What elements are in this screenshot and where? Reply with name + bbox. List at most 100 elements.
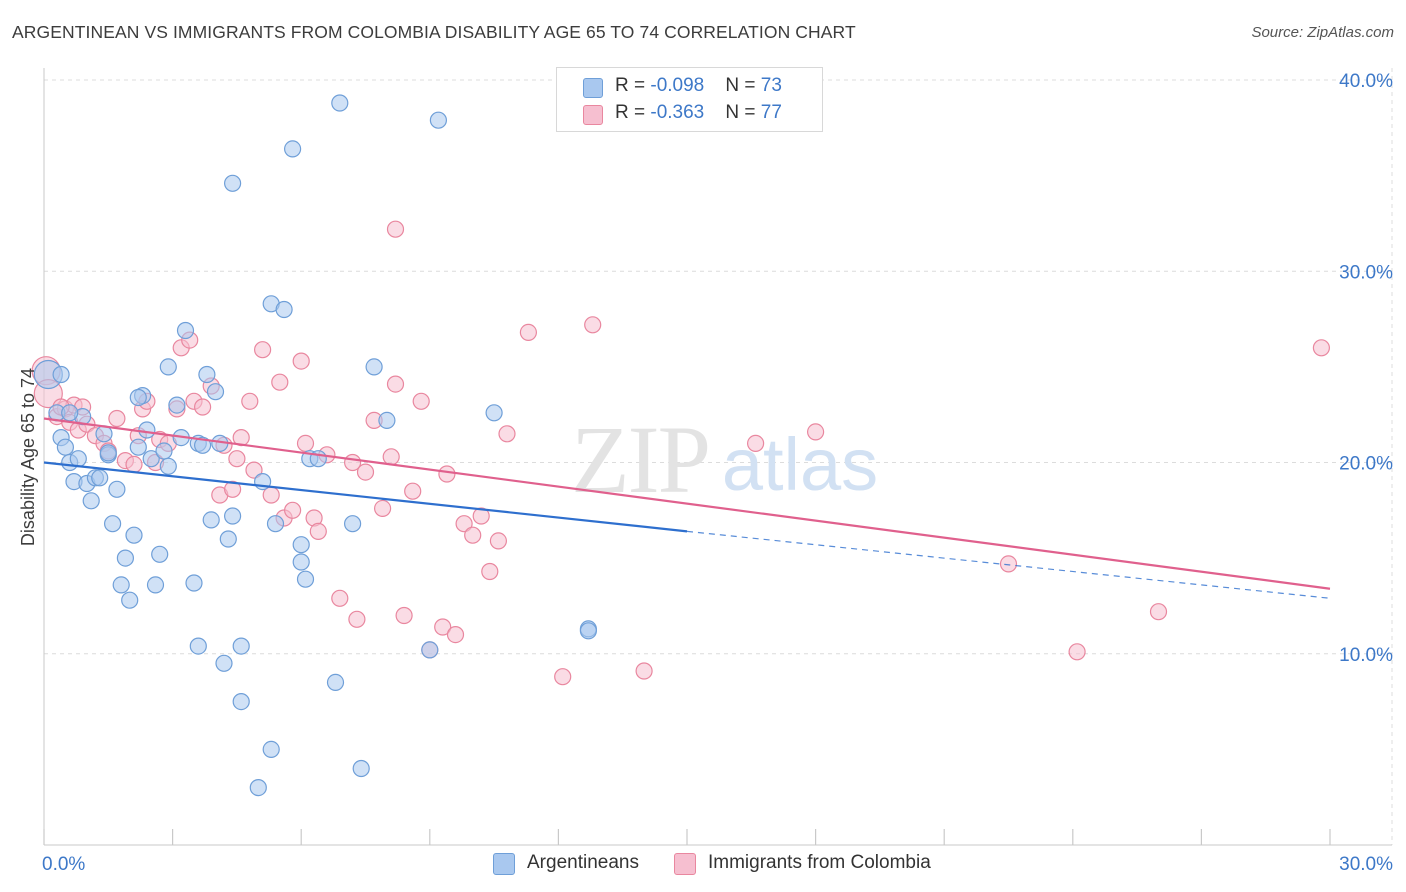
argentinean-point	[326, 673, 345, 692]
colombia-point	[309, 522, 327, 541]
argentinean-point	[365, 358, 383, 376]
legend-r-label: R =	[615, 102, 651, 123]
watermark-zip: ZIP	[571, 406, 709, 513]
argentinean-point	[155, 442, 173, 460]
colombia-point	[395, 606, 413, 625]
legend-n-value: 77	[760, 102, 782, 123]
argentinean-point	[61, 404, 79, 422]
colombia-point	[434, 618, 452, 636]
argentinean-point	[202, 511, 220, 529]
y-axis-label: Disability Age 65 to 74	[18, 368, 38, 546]
argentinean-point	[138, 421, 156, 439]
source-label: Source: ZipAtlas.com	[1251, 24, 1394, 41]
colombia-point	[1149, 603, 1168, 621]
argentinean-point	[129, 438, 147, 456]
argentinean-point	[296, 570, 315, 588]
argentinean-point	[103, 515, 122, 533]
series-argentineans	[33, 94, 598, 797]
argentinean-point	[185, 574, 203, 592]
x-tick-label: 30.0%	[1339, 854, 1393, 875]
colombia-point	[999, 555, 1018, 573]
correlation-legend: R = -0.098 N = 73 R = -0.363 N = 77	[556, 67, 823, 132]
colombia-point	[228, 450, 246, 468]
colombia-point	[348, 610, 366, 628]
colombia-point	[108, 409, 126, 428]
bottom-legend-label: Argentineans	[527, 852, 639, 873]
argentinean-point	[125, 526, 143, 544]
argentinean-point	[215, 654, 233, 672]
colombia-point	[382, 448, 400, 466]
colombia-point	[245, 461, 263, 479]
argentinean-point	[189, 637, 207, 655]
colombia-point	[438, 465, 456, 483]
colombia-point	[194, 398, 212, 416]
bottom-legend-label: Immigrants from Colombia	[708, 852, 931, 873]
colombia-point	[1068, 643, 1086, 661]
x-tick-label: 0.0%	[42, 854, 85, 875]
tick-labels: 10.0% 20.0% 30.0% 40.0% 0.0% 30.0%	[42, 71, 1393, 875]
argentinean-point	[579, 622, 598, 640]
colombia-point	[446, 625, 465, 644]
legend-n-label: N =	[725, 102, 761, 123]
argentinean-point	[224, 507, 242, 525]
colombia-point	[292, 352, 310, 370]
colombia-point	[386, 375, 405, 393]
colombia-point	[746, 434, 765, 452]
argentinean-point	[82, 492, 100, 510]
argentinean-point	[224, 174, 242, 192]
colombia-point	[1312, 339, 1331, 357]
colombia-point	[519, 323, 538, 341]
argentinean-point	[206, 383, 225, 401]
y-tick-label: 30.0%	[1339, 262, 1393, 283]
colombia-point	[554, 668, 572, 686]
colombia-point	[635, 662, 653, 680]
argentinean-point	[99, 444, 117, 462]
argentinean-point	[146, 576, 165, 594]
argentinean-point	[91, 469, 109, 487]
argentinean-point	[121, 591, 139, 609]
colombia-point	[412, 392, 430, 410]
colombia-point	[498, 425, 516, 443]
argentinean-point	[266, 515, 285, 533]
colombia-point	[224, 480, 242, 498]
colombia-point	[374, 499, 392, 517]
colombia-point	[472, 507, 490, 525]
colombia-point	[271, 373, 289, 391]
argentinean-point	[331, 94, 349, 112]
colombia-point	[806, 423, 825, 441]
axes-layer	[43, 68, 1392, 846]
argentinean-point	[485, 404, 503, 422]
trend-line-argentineans-extension	[686, 530, 1331, 599]
watermark: ZIP atlas	[571, 406, 878, 513]
legend-swatch-blue	[583, 78, 603, 98]
bottom-legend-swatch-pink	[674, 853, 696, 875]
argentinean-point	[275, 300, 293, 319]
grid-layer	[44, 68, 1393, 845]
colombia-point	[489, 532, 507, 550]
argentinean-point	[344, 515, 362, 533]
y-tick-label: 40.0%	[1339, 71, 1393, 92]
colombia-point	[464, 526, 482, 544]
argentinean-point	[142, 450, 160, 468]
argentinean-point	[194, 436, 212, 454]
colombia-point	[254, 341, 272, 359]
argentinean-point	[56, 438, 75, 456]
argentinean-point	[249, 778, 267, 797]
colombia-point	[331, 589, 349, 607]
argentinean-point	[292, 553, 310, 571]
argentinean-point	[292, 536, 310, 554]
y-tick-label: 20.0%	[1339, 454, 1393, 475]
argentinean-point	[378, 411, 396, 429]
argentinean-point	[176, 321, 195, 340]
argentinean-point	[198, 365, 216, 384]
argentinean-point	[112, 576, 130, 594]
argentinean-point	[262, 740, 280, 759]
argentinean-point	[429, 111, 447, 129]
argentinean-point	[168, 396, 186, 414]
colombia-point	[584, 316, 602, 334]
chart-title: ARGENTINEAN VS IMMIGRANTS FROM COLOMBIA …	[12, 22, 856, 42]
colombia-point	[386, 220, 405, 238]
argentinean-point	[284, 140, 302, 158]
colombia-point	[481, 562, 499, 581]
